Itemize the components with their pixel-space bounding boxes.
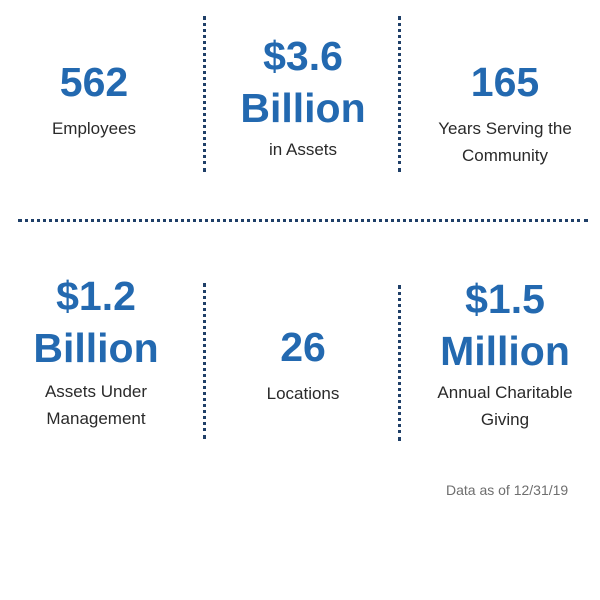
stat-label-line2: Management: [46, 409, 146, 428]
stat-value: 26: [280, 324, 326, 370]
vertical-divider: [398, 16, 401, 172]
stat-label-line1: Years Serving the: [438, 119, 572, 138]
horizontal-divider: [18, 219, 588, 222]
stat-value-line2: Million: [440, 328, 570, 374]
stat-value-line1: $1.2: [56, 273, 136, 319]
vertical-divider: [203, 16, 206, 172]
stat-label-line1: Assets Under: [44, 382, 148, 401]
stat-value: 165: [470, 59, 540, 105]
stat-label-line2: Giving: [480, 410, 530, 429]
stat-label: Locations: [266, 384, 340, 403]
vertical-divider: [203, 283, 206, 439]
stat-label-line2: Community: [462, 146, 548, 165]
stat-value: 562: [59, 59, 129, 105]
data-date-footnote: Data as of 12/31/19: [446, 482, 569, 498]
stat-locations: 26 Locations: [222, 327, 384, 407]
vertical-divider: [398, 285, 401, 441]
stat-value-line1: $3.6: [263, 33, 343, 79]
stat-giving: $1.5 Million Annual Charitable Giving: [412, 273, 598, 433]
stat-employees: 562 Employees: [18, 62, 170, 142]
stat-label: in Assets: [268, 140, 338, 159]
stat-value-line2: Billion: [240, 85, 366, 131]
stat-label-line1: Annual Charitable: [437, 383, 573, 402]
stat-aum: $1.2 Billion Assets Under Management: [16, 270, 176, 432]
stat-value-line2: Billion: [33, 325, 159, 371]
stat-years: 165 Years Serving the Community: [412, 62, 598, 169]
stat-label: Employees: [51, 119, 137, 138]
stat-assets: $3.6 Billion in Assets: [212, 30, 394, 163]
stat-value-line1: $1.5: [465, 276, 545, 322]
